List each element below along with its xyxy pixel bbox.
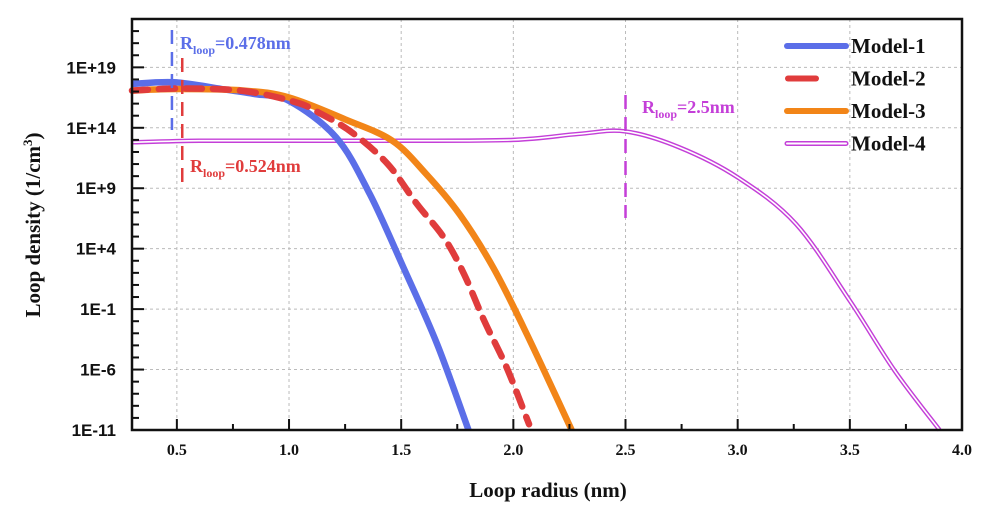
y-tick-label: 1E+9 [76, 179, 116, 198]
x-axis-label: Loop radius (nm) [469, 478, 627, 502]
legend-label: Model-2 [851, 67, 926, 91]
series-model-4-line-inner [131, 129, 941, 431]
x-tick-label: 2.5 [616, 442, 636, 459]
annotation-value: =0.478nm [215, 33, 291, 53]
y-tick-label: 1E-6 [80, 361, 116, 380]
peak-annotation: Rloop=0.478nm [180, 33, 291, 57]
y-axis-label: Loop density (1/cm3) [20, 132, 45, 317]
annotation-r: R [642, 97, 656, 117]
legend-item-model-1: Model-1 [784, 34, 926, 58]
y-tick-label: 1E+14 [66, 119, 116, 138]
legend-item-model-3: Model-3 [784, 99, 926, 123]
annotation-sub: loop [655, 107, 677, 121]
legend-label: Model-4 [851, 132, 926, 156]
series-curves [128, 78, 942, 432]
annotation-value: =2.5nm [677, 97, 735, 117]
y-tick-label: 1E+19 [66, 58, 116, 77]
annotation-sub: loop [193, 43, 215, 57]
annotation-value: =0.524nm [225, 156, 301, 176]
plot-frame [130, 17, 964, 432]
annotation-r: R [180, 33, 194, 53]
annotation-sub: loop [203, 166, 225, 180]
x-tick-label: 1.5 [391, 442, 411, 459]
y-tick-label: 1E-1 [80, 300, 116, 319]
y-axis-label-sup: 3 [20, 139, 35, 146]
y-tick-label: 1E+4 [76, 240, 117, 259]
axis-ticks: 0.5 1.0 1.5 2.0 2.5 3.0 3.5 4.0 1E+19 1E+14 1E+9 1E… [66, 18, 972, 459]
x-tick-label: 0.5 [167, 442, 187, 459]
legend-item-model-4: Model-4 [784, 132, 926, 156]
x-tick-label: 3.0 [728, 442, 748, 459]
y-axis-label-text: Loop density (1/cm [21, 145, 45, 317]
legend: Model-1 Model-2 Model-3 Model-4 [784, 34, 926, 156]
x-tick-label: 1.0 [279, 442, 299, 459]
y-tick-label: 1E-11 [72, 421, 116, 440]
legend-label: Model-1 [851, 34, 926, 58]
grid [132, 19, 962, 430]
x-tick-label: 4.0 [952, 442, 972, 459]
peak-annotation: Rloop=2.5nm [642, 97, 735, 121]
legend-label: Model-3 [851, 99, 926, 123]
annotation-r: R [190, 156, 204, 176]
y-axis-label-end: ) [21, 132, 45, 139]
legend-item-model-2: Model-2 [785, 67, 926, 91]
x-tick-label: 3.5 [840, 442, 860, 459]
series-model-2-line [128, 85, 533, 428]
x-tick-label: 2.0 [503, 442, 523, 459]
peak-annotation: Rloop=0.524nm [190, 156, 301, 180]
